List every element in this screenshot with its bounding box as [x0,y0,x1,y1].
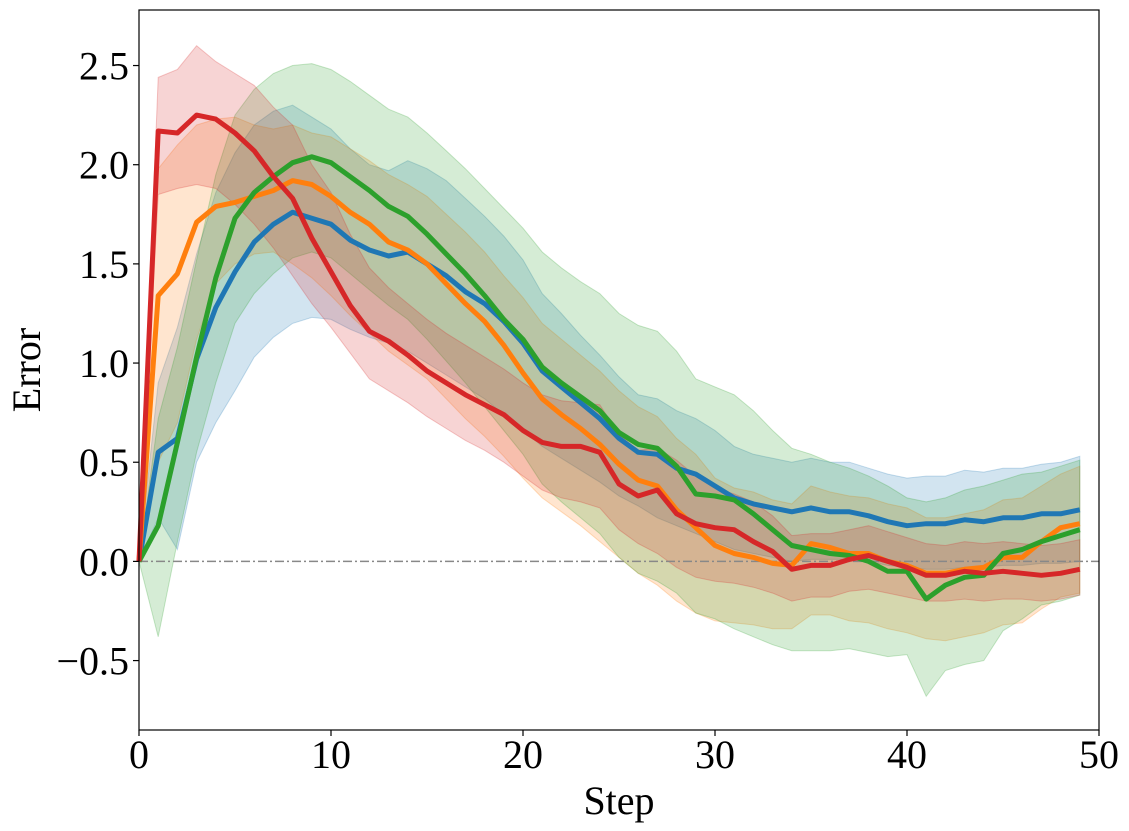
y-tick-label: 2.5 [79,44,129,89]
x-tick-label: 0 [129,732,149,777]
series-2-band [138,63,1081,698]
series-2-line [136,154,1081,602]
x-tick-label: 10 [311,732,351,777]
x-tick-label: 30 [695,732,735,777]
y-tick-label: 2.0 [79,143,129,188]
y-tick-label: 1.5 [79,242,129,287]
y-tick-label: 0.0 [79,539,129,584]
y-tick-label: 1.0 [79,341,129,386]
series-3-line [136,112,1081,578]
x-tick-label: 40 [887,732,927,777]
x-tick-label: 50 [1079,732,1119,777]
y-axis-ticks: −0.5 0.0 0.5 1.0 1.5 2.0 2.5 [56,44,139,684]
series-3-band [138,44,1081,602]
plot-frame [138,9,1100,731]
x-axis-label: Step [583,778,654,823]
y-tick-label: 0.5 [79,440,129,485]
y-axis-label: Error [4,328,49,412]
series-0-band [138,104,1081,570]
confidence-bands [138,44,1081,698]
x-tick-label: 20 [503,732,543,777]
x-axis-ticks: 0 10 20 30 40 50 [129,730,1119,777]
series-lines [136,112,1081,602]
y-tick-label: −0.5 [56,639,129,684]
series-0-line [136,209,1081,562]
